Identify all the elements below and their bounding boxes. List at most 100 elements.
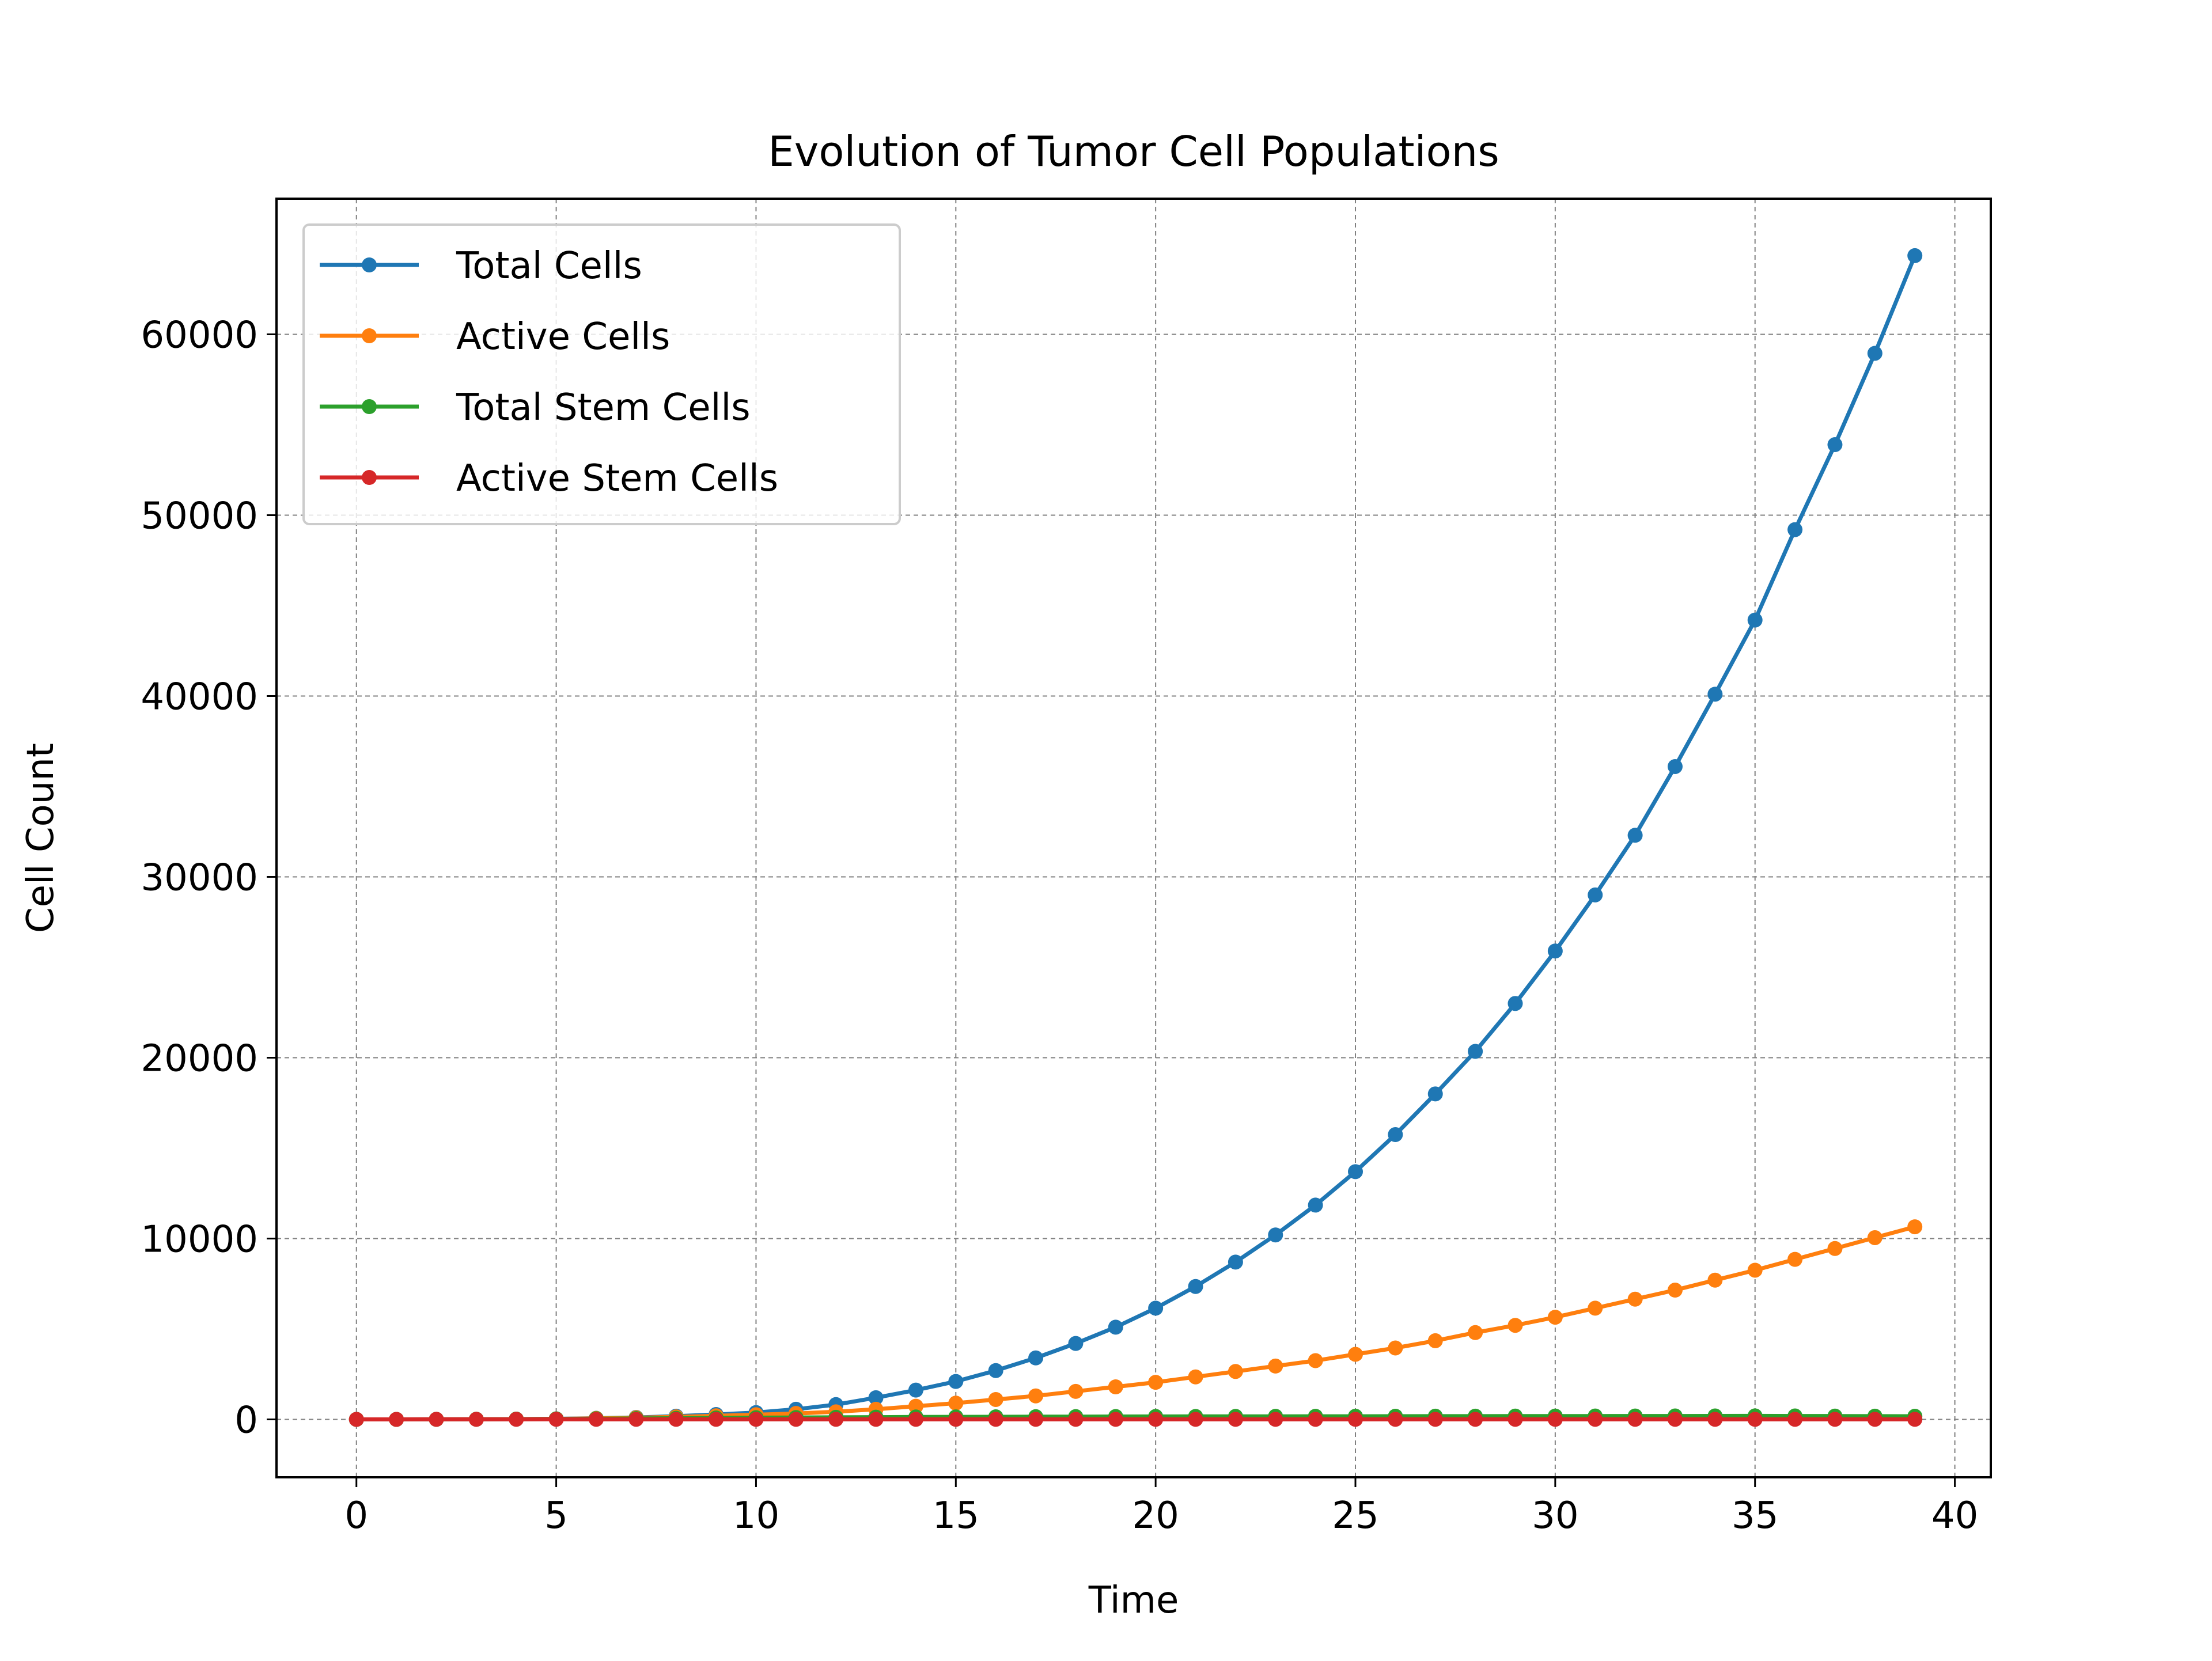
data-point — [1268, 1359, 1283, 1374]
data-point — [1707, 687, 1722, 701]
x-tick-label: 10 — [733, 1495, 779, 1537]
data-point — [988, 1412, 1003, 1427]
data-point — [948, 1412, 963, 1427]
data-point — [1348, 1164, 1363, 1179]
y-tick-label: 10000 — [141, 1219, 258, 1261]
data-point — [1748, 613, 1763, 628]
data-point — [1228, 1412, 1243, 1427]
data-point — [1588, 1300, 1603, 1315]
data-point — [988, 1392, 1003, 1407]
data-point — [1108, 1319, 1123, 1334]
chart-title: Evolution of Tumor Cell Populations — [768, 127, 1499, 176]
y-tick-label: 30000 — [141, 857, 258, 900]
data-point — [709, 1412, 724, 1427]
y-tick-label: 60000 — [141, 314, 258, 357]
data-point — [1028, 1412, 1043, 1427]
x-tick-label: 15 — [933, 1495, 979, 1537]
data-point — [1787, 1412, 1802, 1427]
data-point — [1308, 1353, 1323, 1368]
data-point — [1707, 1273, 1722, 1288]
x-tick-label: 0 — [344, 1495, 368, 1537]
data-point — [1907, 1412, 1922, 1427]
data-point — [1628, 1292, 1643, 1307]
data-point — [1188, 1279, 1203, 1294]
data-point — [349, 1412, 364, 1427]
data-point — [1787, 1252, 1802, 1267]
legend-label: Active Cells — [456, 316, 670, 358]
legend-label: Active Stem Cells — [456, 457, 778, 500]
legend-label: Total Cells — [456, 245, 642, 287]
data-point — [1468, 1325, 1483, 1340]
data-point — [789, 1412, 804, 1427]
data-point — [1108, 1412, 1123, 1427]
data-point — [1388, 1412, 1403, 1427]
x-tick-label: 30 — [1532, 1495, 1578, 1537]
data-point — [908, 1412, 923, 1427]
data-point — [1628, 828, 1643, 843]
data-point — [1148, 1412, 1163, 1427]
data-point — [1428, 1333, 1443, 1348]
data-point — [1668, 1283, 1683, 1298]
data-point — [1188, 1370, 1203, 1385]
data-point — [1827, 1241, 1842, 1256]
data-point — [669, 1412, 684, 1427]
y-tick-label: 0 — [234, 1400, 258, 1442]
data-point — [1868, 346, 1883, 361]
data-point — [1508, 996, 1522, 1011]
legend-swatch-marker — [362, 470, 377, 485]
legend-swatch-marker — [362, 257, 377, 272]
data-point — [1508, 1318, 1522, 1333]
data-point — [1068, 1384, 1083, 1399]
data-point — [1588, 888, 1603, 902]
data-point — [1348, 1347, 1363, 1362]
x-tick-label: 5 — [544, 1495, 568, 1537]
data-point — [1468, 1044, 1483, 1059]
data-point — [1228, 1364, 1243, 1379]
data-point — [748, 1412, 763, 1427]
y-tick-label: 20000 — [141, 1038, 258, 1080]
x-tick-label: 40 — [1931, 1495, 1978, 1537]
y-tick-label: 40000 — [141, 676, 258, 719]
data-point — [1868, 1230, 1883, 1245]
data-point — [988, 1363, 1003, 1378]
data-point — [1308, 1197, 1323, 1212]
data-point — [1668, 759, 1683, 774]
data-point — [1148, 1300, 1163, 1315]
data-point — [1388, 1340, 1403, 1355]
data-point — [1827, 437, 1842, 452]
data-point — [1108, 1379, 1123, 1394]
data-point — [389, 1412, 404, 1427]
legend-swatch-marker — [362, 399, 377, 414]
data-point — [1348, 1412, 1363, 1427]
data-point — [1268, 1412, 1283, 1427]
data-point — [1468, 1412, 1483, 1427]
data-point — [1827, 1412, 1842, 1427]
data-point — [1907, 1219, 1922, 1234]
data-point — [1428, 1086, 1443, 1101]
legend-swatch-marker — [362, 328, 377, 343]
data-point — [1907, 248, 1922, 263]
data-point — [1428, 1412, 1443, 1427]
data-point — [1548, 1412, 1563, 1427]
data-point — [1028, 1351, 1043, 1366]
legend: Total Cells Active Cells Total Stem Cells A… — [304, 225, 900, 524]
data-point — [1388, 1127, 1403, 1142]
data-point — [1188, 1412, 1203, 1427]
x-axis-label: Time — [1088, 1579, 1179, 1622]
data-point — [1068, 1412, 1083, 1427]
data-point — [469, 1412, 484, 1427]
data-point — [1548, 1310, 1563, 1325]
x-tick-label: 20 — [1132, 1495, 1179, 1537]
y-tick-label: 50000 — [141, 495, 258, 538]
x-tick-label: 35 — [1732, 1495, 1778, 1537]
data-point — [1508, 1412, 1522, 1427]
data-point — [869, 1412, 884, 1427]
data-point — [549, 1412, 564, 1427]
data-point — [1707, 1412, 1722, 1427]
legend-label: Total Stem Cells — [456, 386, 751, 429]
data-point — [828, 1412, 843, 1427]
data-point — [1588, 1412, 1603, 1427]
data-point — [1787, 522, 1802, 537]
data-point — [1548, 943, 1563, 958]
